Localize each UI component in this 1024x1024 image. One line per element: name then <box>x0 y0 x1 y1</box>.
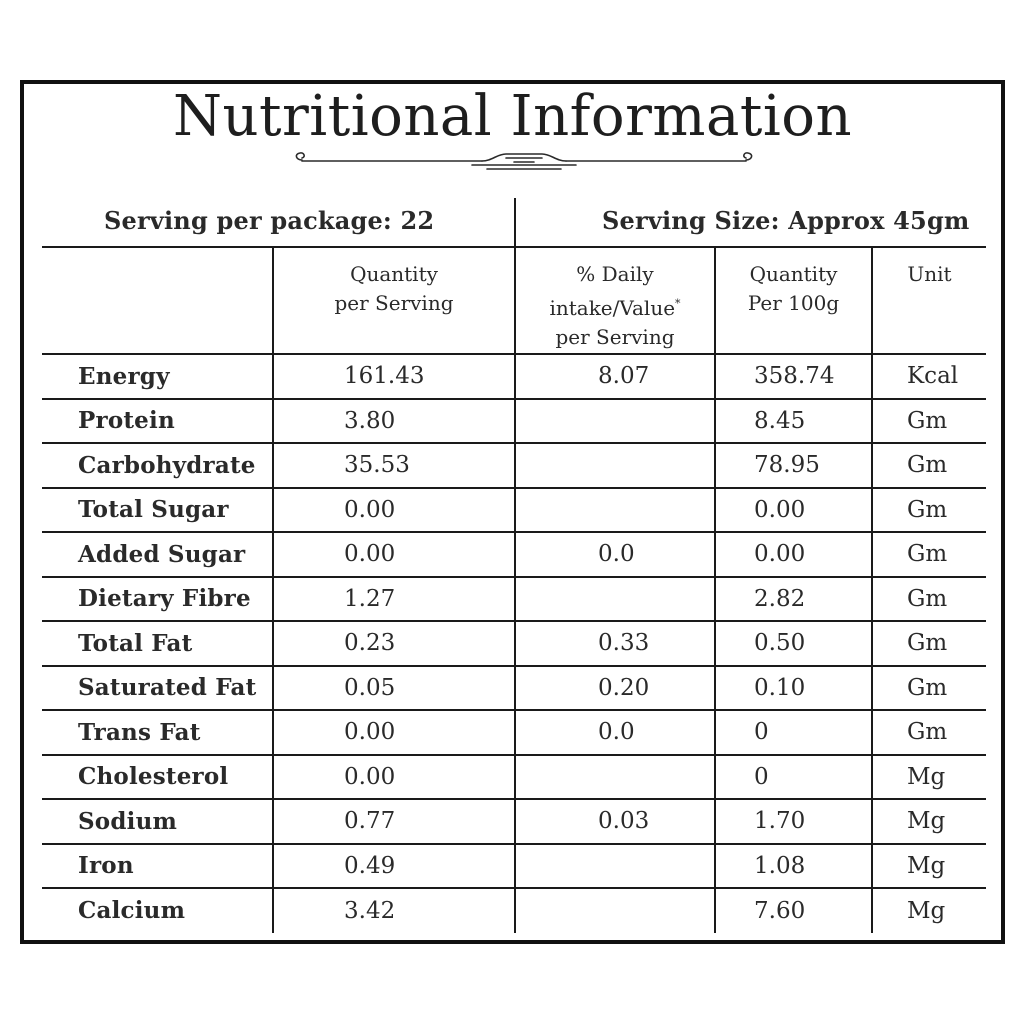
qty-per-100g: 1.70 <box>714 799 872 845</box>
qty-per-serving: 0.77 <box>272 799 515 845</box>
qty-per-100g: 8.45 <box>714 398 872 444</box>
unit: Gm <box>871 576 986 622</box>
unit: Mg <box>871 843 986 889</box>
table-row: Iron 0.49 1.08 Mg <box>42 843 986 889</box>
qty-per-100g: 0 <box>714 710 872 756</box>
nutrient-name: Protein <box>42 398 273 444</box>
nutrient-name: Total Fat <box>42 621 273 667</box>
qty-per-serving: 0.00 <box>272 532 515 578</box>
unit: Gm <box>871 398 986 444</box>
table-header-row: Quantity per Serving % Daily intake/Valu… <box>42 246 986 355</box>
page-title: Nutritional Information <box>172 84 853 149</box>
unit: Gm <box>871 710 986 756</box>
nutrient-name: Trans Fat <box>42 710 273 756</box>
nutrient-name: Cholesterol <box>42 754 273 800</box>
table-row: Saturated Fat 0.05 0.20 0.10 Gm <box>42 665 986 711</box>
table-row: Cholesterol 0.00 0 Mg <box>42 754 986 800</box>
qty-per-100g: 78.95 <box>714 443 872 489</box>
daily-value <box>514 843 715 889</box>
unit: Gm <box>871 665 986 711</box>
qty-per-100g: 0.00 <box>714 487 872 533</box>
qty-per-serving: 3.42 <box>272 888 515 933</box>
nutrient-name: Dietary Fibre <box>42 576 273 622</box>
nutrient-name: Carbohydrate <box>42 443 273 489</box>
qty-per-serving: 1.27 <box>272 576 515 622</box>
nutrient-name: Sodium <box>42 799 273 845</box>
nutrient-name: Added Sugar <box>42 532 273 578</box>
daily-value: 0.03 <box>514 799 715 845</box>
serving-info-row: Serving per package: 22 Serving Size: Ap… <box>42 198 986 246</box>
qty-per-serving: 0.00 <box>272 487 515 533</box>
qty-per-100g: 1.08 <box>714 843 872 889</box>
qty-per-serving: 0.00 <box>272 710 515 756</box>
nutrient-name: Saturated Fat <box>42 665 273 711</box>
unit: Gm <box>871 443 986 489</box>
table-row: Trans Fat 0.00 0.0 0 Gm <box>42 710 986 756</box>
table-row: Added Sugar 0.00 0.0 0.00 Gm <box>42 532 986 578</box>
daily-value: 0.20 <box>514 665 715 711</box>
unit: Gm <box>871 532 986 578</box>
qty-per-serving: 0.49 <box>272 843 515 889</box>
daily-value: 0.0 <box>514 710 715 756</box>
qty-per-100g: 0.00 <box>714 532 872 578</box>
serving-per-package: Serving per package: 22 <box>104 206 435 235</box>
daily-value <box>514 443 715 489</box>
qty-per-serving: 161.43 <box>272 354 515 400</box>
table-row: Energy 161.43 8.07 358.74 Kcal <box>42 354 986 400</box>
qty-per-100g: 2.82 <box>714 576 872 622</box>
header-nutrient <box>42 246 273 355</box>
qty-per-100g: 0.50 <box>714 621 872 667</box>
footnote-mark: * <box>675 297 681 310</box>
qty-per-serving: 35.53 <box>272 443 515 489</box>
qty-per-100g: 0.10 <box>714 665 872 711</box>
qty-per-100g: 358.74 <box>714 354 872 400</box>
serving-divider <box>514 198 516 246</box>
qty-per-serving: 0.05 <box>272 665 515 711</box>
table-row: Carbohydrate 35.53 78.95 Gm <box>42 443 986 489</box>
nutrition-label-frame: Nutritional Information Serving per pack… <box>20 80 1005 944</box>
serving-size: Serving Size: Approx 45gm <box>602 206 970 235</box>
qty-per-100g: 0 <box>714 754 872 800</box>
daily-value <box>514 576 715 622</box>
daily-value: 0.0 <box>514 532 715 578</box>
nutrient-name: Iron <box>42 843 273 889</box>
nutrient-name: Calcium <box>78 897 186 925</box>
qty-per-100g: 7.60 <box>714 888 872 933</box>
header-daily-value: % Daily intake/Value* per Serving <box>514 246 715 355</box>
unit: Mg <box>871 754 986 800</box>
table-row: Sodium 0.77 0.03 1.70 Mg <box>42 799 986 845</box>
header-unit: Unit <box>871 246 986 355</box>
unit: Gm <box>871 621 986 667</box>
nutrient-name: Total Sugar <box>42 487 273 533</box>
unit: Mg <box>871 888 986 933</box>
daily-value <box>514 487 715 533</box>
unit: Kcal <box>871 354 986 400</box>
unit: Gm <box>871 487 986 533</box>
qty-per-serving: 0.23 <box>272 621 515 667</box>
daily-value: 0.33 <box>514 621 715 667</box>
table-row: Calcium 3.42 7.60 Mg <box>42 888 986 933</box>
table-row: Protein 3.80 8.45 Gm <box>42 398 986 444</box>
daily-value <box>514 888 715 933</box>
nutrient-name: Energy <box>42 354 273 400</box>
unit: Mg <box>871 799 986 845</box>
daily-value <box>514 398 715 444</box>
table-row: Total Fat 0.23 0.33 0.50 Gm <box>42 621 986 667</box>
qty-per-serving: 0.00 <box>272 754 515 800</box>
header-qty-per-serving: Quantity per Serving <box>272 246 515 355</box>
header-qty-per-100g: Quantity Per 100g <box>714 246 872 355</box>
nutrition-table: Quantity per Serving % Daily intake/Valu… <box>42 246 986 933</box>
scroll-divider-ornament-icon <box>292 148 756 172</box>
table-row: Total Sugar 0.00 0.00 Gm <box>42 487 986 533</box>
daily-value <box>514 754 715 800</box>
daily-value: 8.07 <box>514 354 715 400</box>
table-row: Dietary Fibre 1.27 2.82 Gm <box>42 576 986 622</box>
qty-per-serving: 3.80 <box>272 398 515 444</box>
